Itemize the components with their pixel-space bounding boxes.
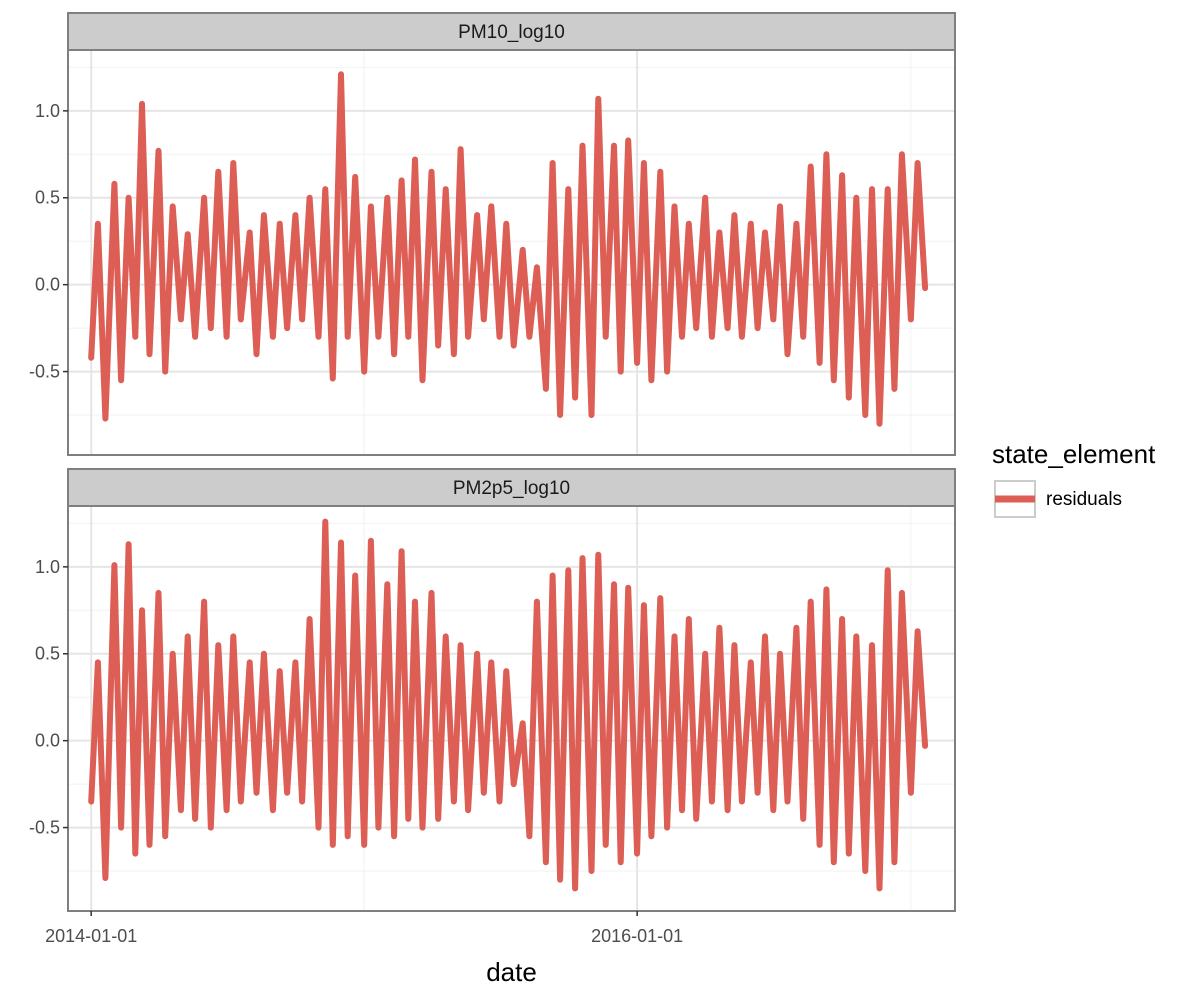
y-tick-label: 0.5 [35,188,60,208]
y-tick-label: 1.0 [35,557,60,577]
legend: state_element residuals [992,439,1156,518]
series-line-group [88,518,929,892]
y-tick-label: -0.5 [29,818,60,838]
legend-title: state_element [992,439,1156,469]
facet-strip [67,12,956,51]
x-tick-label: 2014-01-01 [45,926,137,946]
y-tick-label: 0.0 [35,275,60,295]
y-tick-label: -0.5 [29,362,60,382]
series-line-residuals [88,518,929,892]
y-tick-label: 0.5 [35,644,60,664]
x-tick-label: 2016-01-01 [591,926,683,946]
legend-label-residuals: residuals [1046,489,1122,510]
series-line-residuals [88,71,929,427]
y-tick-label: 0.0 [35,731,60,751]
facet-strip-label: PM2p5_log10 [453,478,570,499]
x-axis: 2014-01-01 2016-01-01 [45,911,683,946]
facet-strip-label: PM10_log10 [458,22,565,43]
y-axis: -0.5 0.0 0.5 1.0 [29,557,68,838]
facet-panel-pm2p5: PM2p5_log10 -0.5 0.0 0.5 1.0 [29,468,956,912]
y-tick-label: 1.0 [35,101,60,121]
x-axis-title: date [486,957,537,987]
series-line-group [88,71,929,427]
facet-panel-pm10: PM10_log10 -0.5 0.0 0.5 1.0 [29,12,956,456]
y-axis: -0.5 0.0 0.5 1.0 [29,101,68,382]
facet-strip [67,468,956,507]
